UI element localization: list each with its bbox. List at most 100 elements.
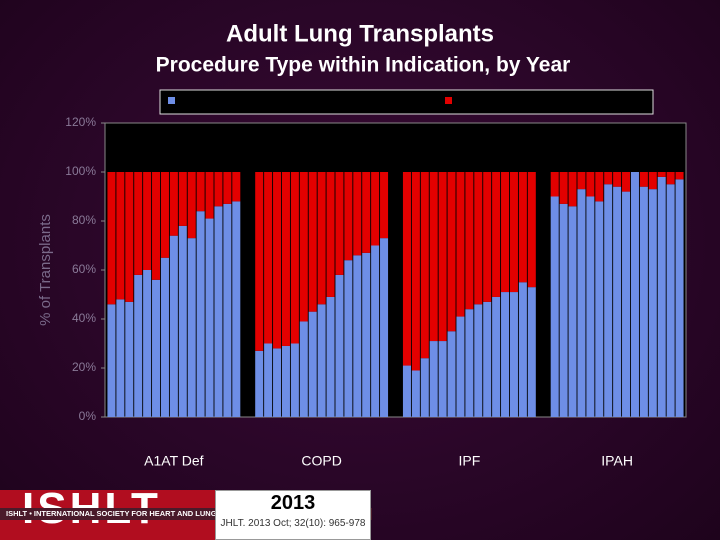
bar: [134, 274, 143, 417]
bar: [559, 203, 568, 417]
bar: [353, 172, 362, 256]
bar: [527, 287, 536, 417]
bar: [613, 172, 622, 187]
bar: [666, 172, 675, 185]
bar: [264, 172, 273, 344]
bar: [223, 203, 232, 417]
y-axis-label: % of Transplants: [37, 214, 54, 326]
bar: [299, 172, 308, 322]
bar: [622, 191, 631, 417]
bar: [362, 172, 371, 253]
bar: [371, 172, 380, 246]
citation-text: JHLT. 2013 Oct; 32(10): 965-978: [220, 518, 366, 529]
bar: [483, 301, 492, 417]
bar: [326, 296, 335, 417]
bar: [657, 176, 666, 417]
bar: [196, 172, 205, 212]
bar: [483, 172, 492, 302]
bar: [169, 235, 178, 417]
bar: [501, 292, 510, 417]
bar: [214, 172, 223, 207]
y-tick-label: 80%: [72, 213, 96, 227]
bar: [232, 172, 241, 202]
bar: [675, 172, 684, 180]
bar: [586, 196, 595, 417]
bar: [335, 274, 344, 417]
bar: [125, 301, 134, 417]
bar: [648, 172, 657, 190]
bar: [317, 172, 326, 305]
bar: [639, 186, 648, 417]
y-tick-label: 0%: [79, 409, 97, 423]
bar: [353, 255, 362, 417]
bar: [465, 172, 474, 310]
bar: [344, 260, 353, 417]
bar: [456, 172, 465, 317]
bar: [527, 172, 536, 288]
bar: [143, 270, 152, 417]
chart-subtitle: Procedure Type within Indication, by Yea…: [156, 54, 571, 77]
bar: [568, 172, 577, 207]
bar: [152, 279, 161, 417]
bar: [273, 348, 282, 417]
bar: [509, 172, 518, 293]
bar: [255, 350, 264, 417]
bar: [666, 184, 675, 417]
legend-swatch: [445, 97, 452, 104]
bar: [420, 358, 429, 417]
bar: [178, 225, 187, 417]
citation-box: 2013 JHLT. 2013 Oct; 32(10): 965-978: [215, 490, 371, 540]
bar: [290, 343, 299, 417]
bar: [604, 184, 613, 417]
bar: [134, 172, 143, 275]
bar: [160, 172, 169, 258]
bar: [264, 343, 273, 417]
bar: [344, 172, 353, 261]
bar: [335, 172, 344, 275]
bar: [639, 172, 648, 187]
legend-box: [159, 89, 654, 115]
bar: [501, 172, 510, 293]
bar: [509, 292, 518, 417]
bar: [299, 321, 308, 417]
bar: [143, 172, 152, 270]
y-tick-label: 60%: [72, 262, 96, 276]
bar: [281, 345, 290, 417]
bar: [492, 172, 501, 297]
bar: [362, 252, 371, 417]
bar: [577, 172, 586, 190]
chart: Adult Lung Transplants Procedure Type wi…: [36, 20, 687, 469]
bar: [169, 172, 178, 236]
bar: [402, 172, 411, 366]
bar: [205, 218, 214, 417]
bar: [595, 172, 604, 202]
bar: [604, 172, 613, 185]
bar: [465, 309, 474, 417]
bar: [595, 201, 604, 417]
bar: [371, 245, 380, 417]
bar: [438, 172, 447, 342]
group-label: COPD: [301, 453, 341, 469]
bar: [273, 172, 282, 349]
bar: [281, 172, 290, 346]
bar: [622, 172, 631, 192]
bar: [214, 206, 223, 417]
bar: [474, 172, 483, 305]
group-label: IPAH: [601, 453, 633, 469]
bar: [613, 186, 622, 417]
bar: [308, 172, 317, 312]
bar: [447, 331, 456, 417]
legend-swatch: [168, 97, 175, 104]
group-label: A1AT Def: [144, 453, 204, 469]
bar: [160, 257, 169, 417]
bar: [518, 282, 527, 417]
bar: [438, 341, 447, 417]
bar: [577, 189, 586, 417]
bar: [152, 172, 161, 280]
bar: [107, 172, 116, 305]
chart-title: Adult Lung Transplants: [226, 20, 494, 47]
bar: [255, 172, 264, 351]
bar: [116, 299, 125, 417]
bar: [586, 172, 595, 197]
